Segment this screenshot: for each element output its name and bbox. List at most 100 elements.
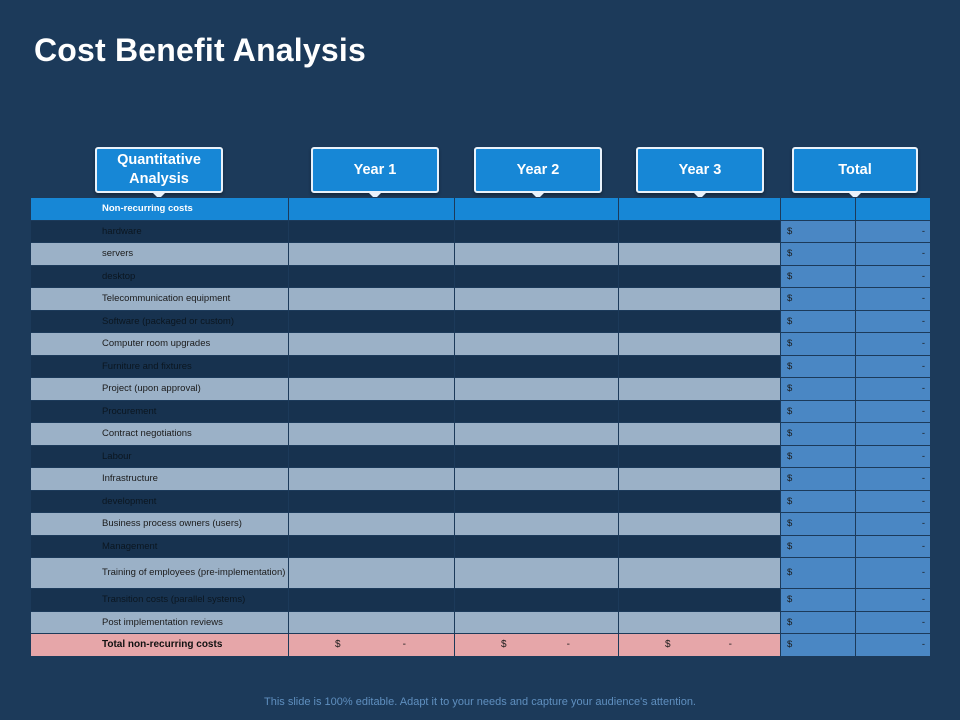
year-3-cell xyxy=(618,467,781,491)
table-row: Training of employees (pre-implementatio… xyxy=(30,557,931,589)
total-currency-cell: $ xyxy=(780,467,856,491)
year-1-cell xyxy=(288,489,455,513)
year-1-cell xyxy=(288,287,455,311)
year-1-cell xyxy=(288,242,455,266)
total-currency-cell: $ xyxy=(780,557,856,589)
total-value-cell: - xyxy=(855,467,931,491)
total-value-cell: - xyxy=(855,444,931,468)
total-value-cell: - xyxy=(855,377,931,401)
row-label: Software (packaged or custom) xyxy=(30,309,289,333)
total-value-cell: - xyxy=(855,534,931,558)
year-3-cell xyxy=(618,422,781,446)
total-value-cell: - xyxy=(855,242,931,266)
cost-table: Non-recurring costs hardware $ - servers $ - d… xyxy=(30,197,931,657)
total-currency-cell: $ xyxy=(780,534,856,558)
table-row: Contract negotiations $ - xyxy=(30,422,931,446)
currency-sign: $ xyxy=(335,639,341,651)
total-value-cell: - xyxy=(855,610,931,634)
year-2-label: Year 2 xyxy=(516,161,560,178)
total-value-cell: - xyxy=(855,489,931,513)
table-row: Procurement $ - xyxy=(30,399,931,423)
year-1-total-cell: $ - xyxy=(288,633,455,657)
total-currency-cell xyxy=(780,197,856,221)
total-currency-cell: $ xyxy=(780,309,856,333)
table-row: Post implementation reviews $ - xyxy=(30,610,931,634)
year-2-cell xyxy=(454,512,619,536)
table-row: Business process owners (users) $ - xyxy=(30,512,931,536)
year-2-cell xyxy=(454,489,619,513)
year-3-cell xyxy=(618,309,781,333)
row-label: Furniture and fixtures xyxy=(30,354,289,378)
total-value-cell: - xyxy=(855,588,931,612)
total-value-cell: - xyxy=(855,264,931,288)
table-row: Furniture and fixtures $ - xyxy=(30,354,931,378)
year-3-total-cell: $ - xyxy=(618,633,781,657)
row-label: Computer room upgrades xyxy=(30,332,289,356)
year-1-cell xyxy=(288,588,455,612)
year-3-header: Year 3 xyxy=(636,147,764,199)
year-2-cell xyxy=(454,377,619,401)
total-currency-cell: $ xyxy=(780,399,856,423)
row-label: development xyxy=(30,489,289,513)
section-label: Non-recurring costs xyxy=(30,197,289,221)
total-currency-cell: $ xyxy=(780,219,856,243)
year-3-cell xyxy=(618,264,781,288)
total-currency-cell: $ xyxy=(780,287,856,311)
year-2-cell xyxy=(454,332,619,356)
year-1-header: Year 1 xyxy=(311,147,439,199)
row-label: hardware xyxy=(30,219,289,243)
total-label: Total xyxy=(838,161,872,178)
year-1-cell xyxy=(288,512,455,536)
year-1-cell xyxy=(288,354,455,378)
table-row: Labour $ - xyxy=(30,444,931,468)
row-label: servers xyxy=(30,242,289,266)
row-label: Training of employees (pre-implementatio… xyxy=(30,557,289,589)
year-2-cell xyxy=(454,534,619,558)
currency-sign: $ xyxy=(501,639,507,651)
total-value-cell: - xyxy=(855,332,931,356)
row-label: Contract negotiations xyxy=(30,422,289,446)
year-2-cell xyxy=(454,557,619,589)
table-row: Project (upon approval) $ - xyxy=(30,377,931,401)
table-row: Management $ - xyxy=(30,534,931,558)
year-1-cell xyxy=(288,467,455,491)
table-row: Computer room upgrades $ - xyxy=(30,332,931,356)
year-1-cell xyxy=(288,610,455,634)
year-2-cell xyxy=(454,467,619,491)
row-label: Telecommunication equipment xyxy=(30,287,289,311)
year-3-cell xyxy=(618,287,781,311)
year-2-cell xyxy=(454,354,619,378)
year-1-cell xyxy=(288,444,455,468)
total-currency-cell: $ xyxy=(780,332,856,356)
year-3-label: Year 3 xyxy=(678,161,722,178)
row-label: Labour xyxy=(30,444,289,468)
year-2-cell xyxy=(454,444,619,468)
section-header-row: Non-recurring costs xyxy=(30,197,931,221)
total-currency-cell: $ xyxy=(780,512,856,536)
year-3-cell xyxy=(618,534,781,558)
year-2-cell xyxy=(454,399,619,423)
year-2-total-cell: $ - xyxy=(454,633,619,657)
row-label: Business process owners (users) xyxy=(30,512,289,536)
year-2-cell xyxy=(454,422,619,446)
table-row: hardware $ - xyxy=(30,219,931,243)
year-3-cell xyxy=(618,332,781,356)
year-2-cell xyxy=(454,610,619,634)
year-1-cell xyxy=(288,219,455,243)
row-label: Transition costs (parallel systems) xyxy=(30,588,289,612)
total-currency-cell: $ xyxy=(780,242,856,266)
year-3-cell xyxy=(618,610,781,634)
year-3-cell xyxy=(618,557,781,589)
total-value-cell: - xyxy=(855,354,931,378)
table-row: Telecommunication equipment $ - xyxy=(30,287,931,311)
total-currency-cell: $ xyxy=(780,354,856,378)
year-3-cell xyxy=(618,444,781,468)
year-1-cell xyxy=(288,197,455,221)
year-1-cell xyxy=(288,332,455,356)
year-2-cell xyxy=(454,309,619,333)
row-label: Management xyxy=(30,534,289,558)
total-row: Total non-recurring costs $ - $ - $ - $ - xyxy=(30,633,931,657)
year-3-cell xyxy=(618,399,781,423)
year-1-label: Year 1 xyxy=(353,161,397,178)
dash-value: - xyxy=(402,639,406,651)
